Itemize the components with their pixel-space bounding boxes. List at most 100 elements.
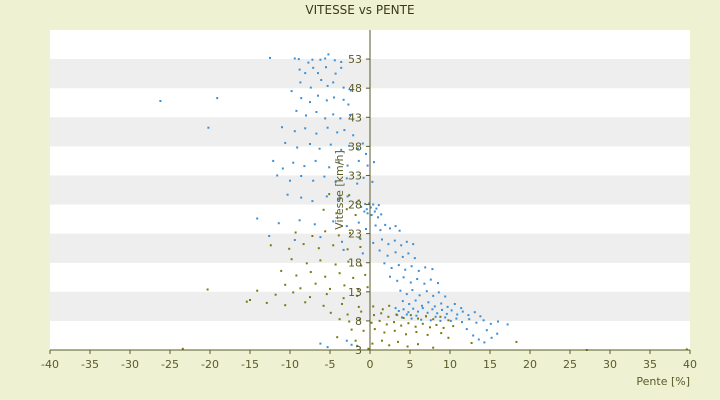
point-olive — [378, 319, 381, 322]
point-blue — [374, 224, 377, 227]
x-tick-label: -30 — [121, 358, 139, 371]
point-blue — [413, 257, 416, 260]
point-olive — [346, 248, 349, 251]
point-olive — [319, 259, 322, 262]
point-olive — [356, 344, 359, 347]
x-tick-label: 15 — [483, 358, 497, 371]
point-blue — [303, 165, 306, 168]
point-blue — [414, 299, 417, 302]
point-olive — [304, 301, 307, 304]
point-blue — [315, 132, 318, 135]
point-blue — [405, 293, 408, 296]
point-blue — [276, 174, 279, 177]
point-blue — [332, 81, 335, 84]
point-blue — [473, 311, 476, 314]
point-blue — [349, 89, 352, 92]
y-tick-label: 53 — [348, 53, 362, 66]
point-blue — [444, 295, 447, 298]
axes: -40 -35 -30 -25 -20 -15 -10 -5 0 5 10 15 20 25 30 35 40 3… — [41, 30, 697, 371]
point-blue — [304, 127, 307, 130]
point-olive — [245, 300, 248, 303]
point-blue — [346, 164, 349, 167]
point-blue — [434, 315, 437, 318]
point-blue — [304, 72, 307, 75]
point-olive — [274, 293, 277, 296]
point-blue — [325, 195, 328, 198]
point-olive — [360, 264, 363, 267]
point-blue — [347, 103, 350, 106]
point-blue — [345, 339, 348, 342]
point-blue — [445, 312, 448, 315]
point-blue — [485, 329, 488, 332]
point-blue — [319, 236, 322, 239]
point-olive — [429, 326, 431, 329]
point-blue — [366, 212, 369, 215]
point-olive — [357, 288, 359, 291]
point-blue — [363, 210, 366, 213]
point-blue — [455, 317, 458, 320]
y-tick-label: 23 — [348, 228, 362, 241]
point-olive — [407, 322, 410, 325]
point-blue — [415, 314, 418, 317]
point-olive — [372, 305, 375, 308]
point-blue — [393, 239, 396, 242]
point-blue — [349, 113, 351, 116]
point-blue — [326, 84, 329, 87]
point-blue — [371, 180, 374, 183]
point-blue — [319, 58, 322, 61]
y-tick-label: 13 — [348, 286, 362, 299]
point-blue — [397, 310, 400, 312]
point-blue — [346, 195, 349, 198]
point-olive — [393, 321, 395, 324]
point-olive — [325, 293, 328, 296]
point-olive — [322, 208, 325, 211]
point-blue — [416, 278, 419, 280]
point-blue — [269, 56, 271, 59]
point-olive — [358, 318, 361, 321]
point-olive — [305, 262, 308, 265]
point-olive — [367, 347, 370, 350]
point-blue — [312, 179, 315, 182]
point-olive — [334, 263, 337, 266]
point-blue — [318, 147, 321, 150]
point-olive — [409, 314, 412, 317]
point-blue — [456, 313, 459, 316]
point-blue — [345, 177, 348, 180]
point-olive — [345, 208, 348, 211]
point-blue — [339, 117, 342, 120]
point-blue — [293, 239, 296, 241]
point-blue — [311, 200, 314, 203]
point-blue — [272, 159, 275, 162]
point-blue — [383, 262, 386, 265]
point-blue — [402, 308, 405, 311]
x-tick-label: 25 — [563, 358, 577, 371]
point-olive — [400, 324, 403, 327]
point-blue — [341, 240, 343, 243]
point-olive — [317, 247, 320, 250]
point-olive — [388, 344, 391, 347]
point-olive — [354, 339, 357, 342]
point-olive — [335, 212, 338, 215]
point-blue — [296, 146, 299, 149]
point-blue — [292, 161, 295, 164]
point-blue — [355, 201, 358, 204]
point-olive — [373, 314, 375, 317]
point-olive — [181, 347, 184, 350]
point-olive — [417, 343, 419, 346]
point-olive — [421, 322, 424, 325]
point-blue — [159, 100, 162, 102]
point-blue — [460, 307, 463, 310]
point-blue — [352, 134, 355, 137]
point-blue — [412, 307, 415, 310]
point-olive — [328, 193, 331, 196]
point-blue — [350, 343, 353, 346]
point-blue — [421, 307, 424, 310]
point-blue — [401, 316, 403, 319]
point-blue — [340, 61, 343, 63]
point-olive — [348, 194, 351, 197]
point-blue — [332, 113, 335, 116]
point-olive — [324, 275, 327, 278]
point-blue — [332, 220, 335, 223]
point-blue — [378, 249, 381, 252]
point-olive — [288, 247, 291, 250]
